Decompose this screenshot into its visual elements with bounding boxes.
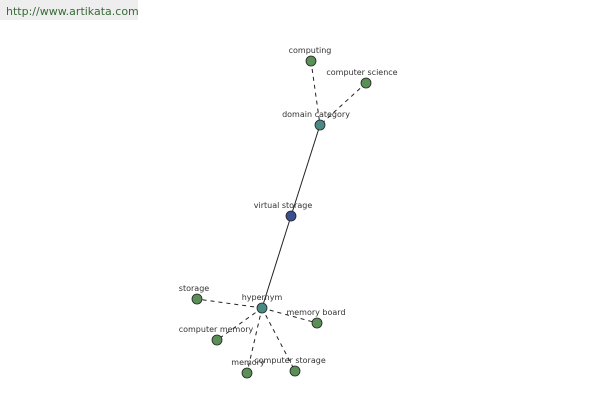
- node-label: computer storage: [254, 356, 326, 365]
- node-label: storage: [179, 284, 209, 293]
- node[interactable]: [305, 55, 317, 67]
- node[interactable]: [256, 302, 268, 314]
- node[interactable]: [285, 210, 297, 222]
- node[interactable]: [289, 365, 301, 377]
- node-label: memory board: [286, 308, 345, 317]
- node-label: domain category: [282, 110, 350, 119]
- node[interactable]: [211, 334, 223, 346]
- node[interactable]: [241, 367, 253, 379]
- edge: [196, 298, 263, 309]
- site-url[interactable]: http://www.artikata.com: [6, 5, 139, 18]
- edge: [216, 307, 263, 341]
- node-label: computer science: [326, 68, 397, 77]
- edge: [246, 307, 263, 374]
- edge: [261, 307, 296, 372]
- node[interactable]: [314, 119, 326, 131]
- edge: [261, 307, 318, 324]
- node-label: virtual storage: [254, 201, 313, 210]
- node[interactable]: [311, 317, 323, 329]
- edge: [290, 124, 321, 217]
- node-label: memory: [231, 358, 265, 367]
- node[interactable]: [360, 77, 372, 89]
- edge: [261, 215, 292, 309]
- node-label: computer memory: [179, 325, 254, 334]
- header-bar: [0, 0, 138, 20]
- edge: [319, 82, 367, 126]
- edge: [310, 60, 321, 126]
- node-label: hypernym: [242, 293, 283, 302]
- node[interactable]: [191, 293, 203, 305]
- node-label: computing: [289, 46, 332, 55]
